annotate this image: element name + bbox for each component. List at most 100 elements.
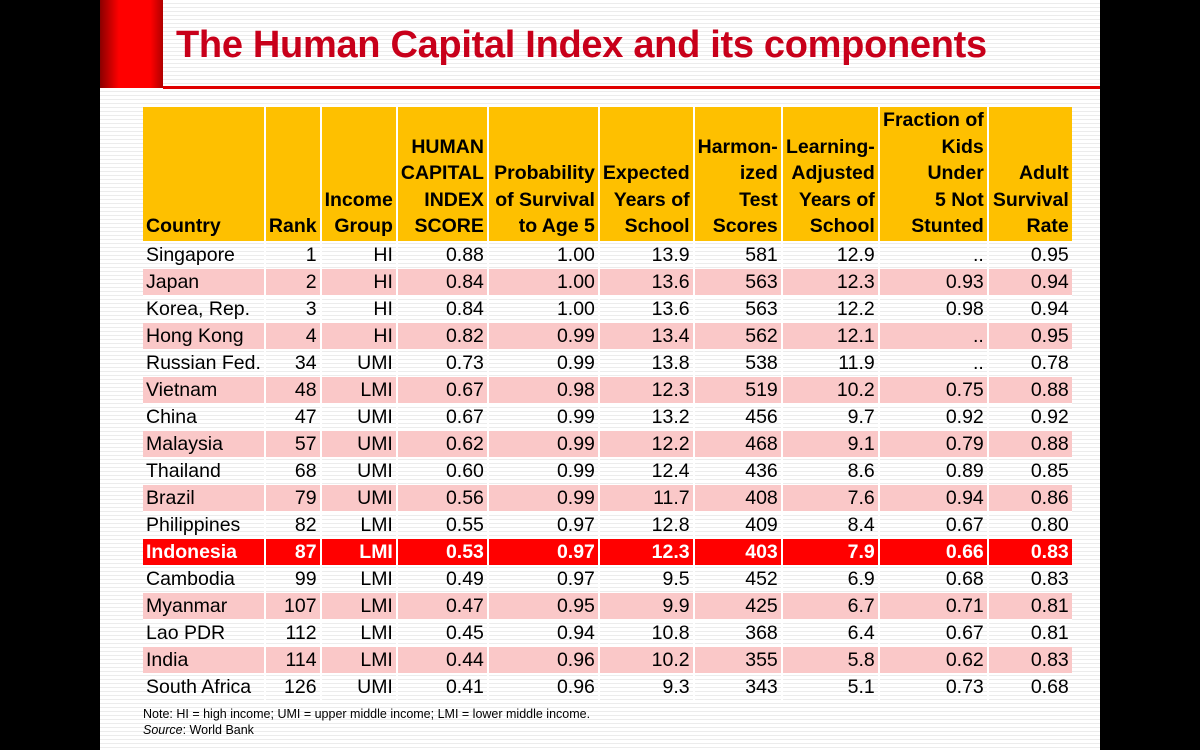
table-cell: HI [319, 294, 397, 322]
table-row: Brazil 79 UMI 0.56 0.99 11.7 408 7.6 0.94 0.86 [143, 483, 1072, 511]
table-cell: LMI [319, 375, 397, 403]
table-cell: 0.84 [395, 294, 488, 322]
table-cell: 13.8 [597, 348, 694, 376]
table-cell: 343 [692, 672, 782, 700]
table-cell: 9.3 [597, 672, 694, 700]
table-row: Indonesia 87 LMI 0.53 0.97 12.3 403 7.9 0.66 0.83 [143, 537, 1072, 565]
table-cell: 112 [263, 618, 321, 646]
source-line: Source: World Bank [143, 722, 1072, 738]
table-cell: 5.8 [780, 645, 879, 673]
table-cell: 57 [263, 429, 321, 457]
column-header: Income Group [319, 107, 397, 241]
table-cell: 0.56 [395, 483, 488, 511]
table-cell: 6.9 [780, 564, 879, 592]
table-cell: 0.94 [986, 267, 1072, 295]
table-cell: 0.41 [395, 672, 488, 700]
table-cell: 0.95 [986, 321, 1072, 349]
table-cell: UMI [319, 348, 397, 376]
table-cell: 0.95 [986, 240, 1072, 268]
table-cell: Cambodia [143, 564, 265, 592]
table-cell: 0.96 [486, 645, 599, 673]
table-cell: 436 [692, 456, 782, 484]
table-row: Japan 2 HI 0.84 1.00 13.6 563 12.3 0.93 0.94 [143, 267, 1072, 295]
table-cell: 0.79 [877, 429, 988, 457]
table-cell: 0.45 [395, 618, 488, 646]
table-cell: 0.94 [486, 618, 599, 646]
table-cell: 0.78 [986, 348, 1072, 376]
table-cell: HI [319, 240, 397, 268]
table-cell: 0.67 [395, 402, 488, 430]
table-cell: 0.62 [395, 429, 488, 457]
table-cell: 0.97 [486, 537, 599, 565]
red-accent-block [100, 0, 163, 88]
table-cell: 0.55 [395, 510, 488, 538]
table-cell: 403 [692, 537, 782, 565]
table-cell: 581 [692, 240, 782, 268]
table-cell: 13.2 [597, 402, 694, 430]
table-cell: 0.99 [486, 402, 599, 430]
table-cell: 408 [692, 483, 782, 511]
column-header: HUMAN CAPITAL INDEX SCORE [395, 107, 488, 241]
table-cell: 6.4 [780, 618, 879, 646]
table-cell: UMI [319, 429, 397, 457]
table-cell: 13.6 [597, 267, 694, 295]
table-cell: 0.99 [486, 348, 599, 376]
table-cell: Singapore [143, 240, 265, 268]
table-cell: 12.2 [780, 294, 879, 322]
table-cell: 0.68 [986, 672, 1072, 700]
table-row: Cambodia 99 LMI 0.49 0.97 9.5 452 6.9 0.68 0.83 [143, 564, 1072, 592]
table-cell: 12.1 [780, 321, 879, 349]
table-cell: UMI [319, 483, 397, 511]
table-cell: 11.9 [780, 348, 879, 376]
table-cell: 425 [692, 591, 782, 619]
table-cell: 1.00 [486, 267, 599, 295]
table-cell: 0.73 [877, 672, 988, 700]
table-cell: 8.4 [780, 510, 879, 538]
hci-table: Country Rank Income Group HUMAN CAPITAL IND… [143, 107, 1072, 700]
table-row: Myanmar 107 LMI 0.47 0.95 9.9 425 6.7 0.71 0.81 [143, 591, 1072, 619]
table-cell: 0.96 [486, 672, 599, 700]
column-header: Expected Years of School [597, 107, 694, 241]
table-cell: 9.7 [780, 402, 879, 430]
slide-title: The Human Capital Index and its componen… [176, 24, 987, 66]
table-cell: 0.88 [986, 375, 1072, 403]
table-cell: 0.81 [986, 591, 1072, 619]
table-cell: 456 [692, 402, 782, 430]
table-cell: 0.67 [877, 510, 988, 538]
table-cell: 68 [263, 456, 321, 484]
table-cell: 107 [263, 591, 321, 619]
table-cell: 0.84 [395, 267, 488, 295]
table-cell: 12.3 [597, 375, 694, 403]
table-cell: UMI [319, 402, 397, 430]
column-header: Rank [263, 107, 321, 241]
table-cell: 12.2 [597, 429, 694, 457]
table-cell: Indonesia [143, 537, 265, 565]
table-cell: 0.88 [395, 240, 488, 268]
table-cell: 12.4 [597, 456, 694, 484]
table-row: South Africa 126 UMI 0.41 0.96 9.3 343 5.1 0.73 0… [143, 672, 1072, 700]
title-underline [163, 86, 1100, 89]
table-cell: 9.1 [780, 429, 879, 457]
table-row: Philippines 82 LMI 0.55 0.97 12.8 409 8.4 0.67 0.… [143, 510, 1072, 538]
table-cell: LMI [319, 510, 397, 538]
table-cell: 10.2 [597, 645, 694, 673]
table-note: Note: HI = high income; UMI = upper midd… [143, 706, 1072, 738]
table-cell: Thailand [143, 456, 265, 484]
table-cell: 0.94 [986, 294, 1072, 322]
table-cell: 0.92 [986, 402, 1072, 430]
table-cell: 3 [263, 294, 321, 322]
table-cell: 11.7 [597, 483, 694, 511]
table-cell: 2 [263, 267, 321, 295]
table-row: Vietnam 48 LMI 0.67 0.98 12.3 519 10.2 0.75 0.88 [143, 375, 1072, 403]
table-cell: 0.68 [877, 564, 988, 592]
table-cell: LMI [319, 591, 397, 619]
table-row: China 47 UMI 0.67 0.99 13.2 456 9.7 0.92 0.92 [143, 402, 1072, 430]
table-cell: 0.83 [986, 564, 1072, 592]
table-cell: 0.83 [986, 537, 1072, 565]
table-cell: South Africa [143, 672, 265, 700]
column-header: Country [143, 107, 265, 241]
table-cell: 12.3 [597, 537, 694, 565]
table-cell: UMI [319, 672, 397, 700]
table-cell: 7.6 [780, 483, 879, 511]
table-cell: Russian Fed. [143, 348, 265, 376]
